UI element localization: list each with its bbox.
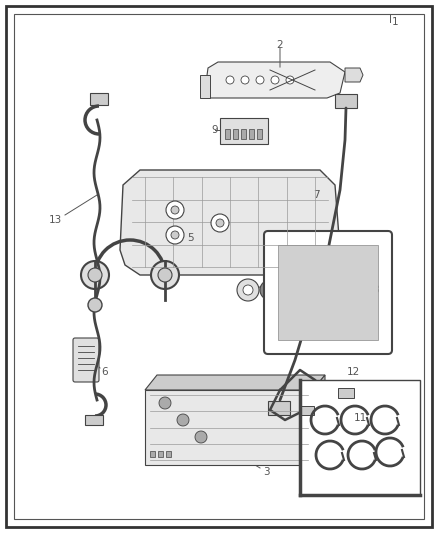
Circle shape	[195, 431, 207, 443]
Circle shape	[211, 214, 229, 232]
Polygon shape	[345, 68, 363, 82]
Bar	[241, 129, 246, 139]
Text: 12: 12	[346, 367, 360, 377]
Bar	[300, 380, 420, 495]
Bar	[257, 129, 262, 139]
Bar	[90, 93, 108, 105]
Circle shape	[171, 231, 179, 239]
Text: 13: 13	[48, 215, 62, 225]
Circle shape	[256, 76, 264, 84]
Polygon shape	[120, 170, 340, 275]
Bar	[249, 129, 254, 139]
Polygon shape	[313, 375, 325, 465]
Circle shape	[260, 280, 280, 300]
Text: 5: 5	[188, 233, 194, 243]
Polygon shape	[145, 390, 313, 465]
Circle shape	[216, 219, 224, 227]
Text: 9: 9	[212, 125, 218, 135]
Circle shape	[241, 76, 249, 84]
Text: 6: 6	[102, 367, 108, 377]
Polygon shape	[200, 75, 210, 98]
Text: 3: 3	[263, 467, 269, 477]
Circle shape	[88, 298, 102, 312]
Bar	[335, 94, 357, 108]
Circle shape	[166, 201, 184, 219]
Text: 8: 8	[373, 285, 379, 295]
Text: 11: 11	[353, 413, 367, 423]
Circle shape	[158, 268, 172, 282]
Text: 2: 2	[277, 40, 283, 50]
FancyBboxPatch shape	[264, 231, 392, 354]
Text: 1: 1	[392, 17, 398, 27]
Circle shape	[271, 76, 279, 84]
Bar	[278, 245, 378, 340]
Circle shape	[243, 285, 253, 295]
Polygon shape	[145, 375, 325, 390]
Bar	[150, 451, 155, 457]
Polygon shape	[205, 62, 345, 98]
Circle shape	[81, 261, 109, 289]
Bar	[220, 118, 268, 144]
Bar	[85, 415, 103, 425]
FancyBboxPatch shape	[73, 338, 99, 382]
Bar	[338, 388, 354, 398]
Bar	[300, 406, 314, 415]
Text: 7: 7	[313, 190, 319, 200]
Circle shape	[166, 226, 184, 244]
Circle shape	[151, 261, 179, 289]
Circle shape	[88, 268, 102, 282]
Bar	[166, 451, 171, 457]
Circle shape	[171, 206, 179, 214]
Circle shape	[159, 397, 171, 409]
Bar	[268, 401, 290, 415]
Bar	[225, 129, 230, 139]
Bar	[233, 129, 238, 139]
Circle shape	[286, 76, 294, 84]
Text: 4: 4	[287, 263, 293, 273]
Text: 10: 10	[353, 270, 367, 280]
Circle shape	[177, 414, 189, 426]
Circle shape	[237, 279, 259, 301]
Circle shape	[226, 76, 234, 84]
Bar	[158, 451, 163, 457]
